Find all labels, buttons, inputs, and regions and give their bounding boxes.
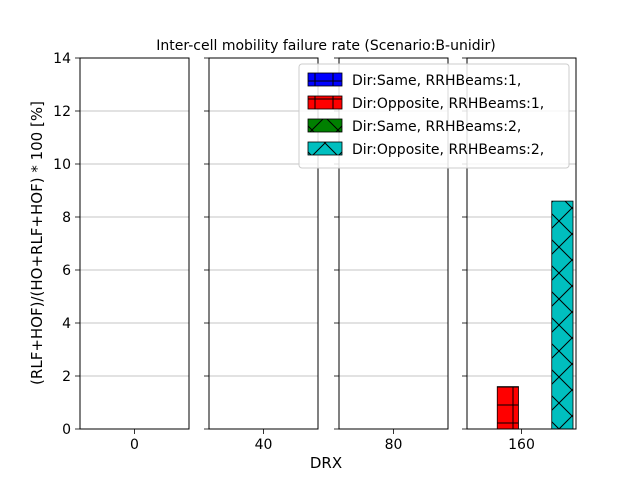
subplot-panels: 0 40 80 160 — [75, 57, 577, 453]
y-axis: 0 2 4 6 8 10 12 14 — [53, 51, 71, 438]
legend-entry-label: Dir:Same, RRHBeams:1, — [352, 73, 521, 89]
legend-entry-label: Dir:Opposite, RRHBeams:2, — [352, 142, 544, 158]
bar-hatch-160-series-4 — [551, 200, 574, 430]
y-tick-label: 2 — [62, 369, 71, 385]
y-tick-label: 14 — [53, 51, 71, 67]
legend-entry-label: Dir:Opposite, RRHBeams:1, — [352, 96, 544, 112]
legend-swatch-hatch — [307, 118, 343, 133]
y-tick-label: 8 — [62, 210, 71, 226]
x-tick-label: 160 — [508, 437, 535, 453]
y-axis-label: (RLF+HOF)/(HO+RLF+HOF) * 100 [%] — [28, 101, 46, 385]
legend-entry-label: Dir:Same, RRHBeams:2, — [352, 119, 521, 135]
subplot-drx-40: 40 — [204, 57, 319, 453]
x-tick-label: 0 — [130, 437, 139, 453]
y-tick-label: 0 — [62, 422, 71, 438]
y-tick-label: 10 — [53, 157, 71, 173]
chart-title: Inter-cell mobility failure rate (Scenar… — [156, 38, 495, 54]
legend-swatch-hatch — [307, 95, 343, 110]
legend-box — [298, 63, 570, 169]
bar-hatch-160-series-2 — [496, 386, 519, 430]
subplot-frame — [79, 57, 190, 430]
y-tick-label: 6 — [62, 263, 71, 279]
legend-swatch-hatch — [307, 141, 343, 156]
y-tick-label: 4 — [62, 316, 71, 332]
subplot-drx-160: 160 — [462, 57, 577, 453]
legend-swatch-hatch — [307, 72, 343, 87]
x-axis-label: DRX — [310, 454, 342, 472]
subplot-drx-0: 0 — [75, 57, 190, 453]
x-tick-label: 80 — [385, 437, 403, 453]
legend: Dir:Same, RRHBeams:1, Dir:Opposite, RRHBe… — [298, 63, 570, 169]
y-tick-label: 12 — [53, 104, 71, 120]
x-tick-label: 40 — [255, 437, 273, 453]
